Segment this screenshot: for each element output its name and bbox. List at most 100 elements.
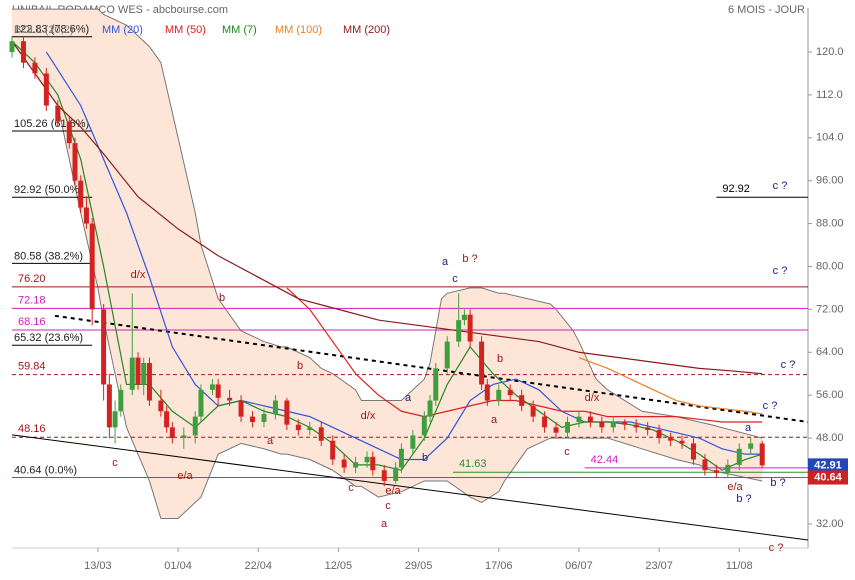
legend-item: MM (200) (343, 24, 390, 36)
candle-body (181, 435, 187, 439)
price-tag-label: 40.64 (814, 471, 842, 483)
candle-body (725, 464, 731, 473)
annotation: e/a (727, 481, 743, 493)
candle-body (83, 207, 89, 224)
candle-body (169, 427, 175, 439)
candle-body (330, 440, 336, 460)
annotation: d/x (585, 392, 600, 404)
candle-body (633, 424, 639, 428)
candle-body (467, 314, 473, 342)
annotation: b (219, 292, 225, 304)
annotation: c (452, 273, 458, 285)
legend-item: MM (100) (275, 24, 322, 36)
candle-body (341, 459, 347, 468)
candle-body (101, 309, 107, 385)
candle-body (398, 448, 404, 468)
moving-average (578, 357, 763, 415)
candle-body (587, 416, 593, 422)
annotation: c ? (763, 400, 778, 412)
y-tick-label: 32.00 (816, 518, 844, 530)
annotation: c ? (773, 180, 788, 192)
candle-body (20, 41, 26, 63)
level-label: 72.18 (18, 294, 46, 306)
candle-body (353, 462, 359, 468)
candle-body (444, 341, 450, 369)
annotation: c ? (769, 542, 784, 554)
candle-body (530, 405, 536, 417)
candle-body (146, 362, 152, 401)
level-label: 68.16 (18, 316, 46, 328)
fib-label: 122.83 (78.6%) (14, 24, 89, 36)
candle-body (576, 416, 582, 422)
fib-label: 92.92 (50.0%) (14, 184, 83, 196)
candle-body (421, 416, 427, 436)
annotation: c (348, 482, 354, 494)
candle-body (484, 384, 490, 401)
candle-body (736, 448, 742, 465)
candle-body (106, 384, 112, 428)
x-tick-label: 22/04 (244, 560, 272, 572)
candle-body (250, 416, 256, 422)
y-tick-label: 72.00 (816, 303, 844, 315)
y-tick-label: 88.00 (816, 217, 844, 229)
moving-average (11, 40, 763, 375)
candle-body (141, 362, 147, 385)
y-tick-label: 48.00 (816, 432, 844, 444)
candle-body (645, 427, 651, 431)
level-label: 92.92 (722, 183, 750, 195)
candle-body (192, 416, 198, 436)
trendline (54, 314, 809, 423)
candle-body (295, 424, 301, 431)
annotation: d/x (131, 269, 146, 281)
annotation: b (497, 353, 503, 365)
legend-item: MM (20) (102, 24, 143, 36)
candle-body (370, 456, 376, 471)
candle-body (55, 105, 61, 122)
candle-body (507, 389, 513, 396)
candle-body (72, 143, 78, 181)
trendline (11, 434, 809, 541)
candle-body (496, 389, 502, 401)
y-tick-label: 120.0 (816, 46, 844, 58)
price-tag (808, 470, 848, 485)
annotation: a (442, 256, 449, 268)
candle-body (272, 400, 278, 414)
candle-body (553, 427, 559, 433)
bollinger-lower (11, 40, 763, 520)
candle-body (227, 397, 233, 401)
candle-body (427, 400, 433, 417)
y-tick-label: 80.00 (816, 260, 844, 272)
fib-label: 65.32 (23.6%) (14, 332, 83, 344)
candle-body (433, 368, 439, 401)
annotation: a (381, 518, 388, 530)
level-label: 48.16 (18, 423, 46, 435)
candle-body (456, 320, 462, 342)
level-label: 76.20 (18, 273, 46, 285)
level-label: 42.44 (591, 454, 619, 466)
candle-body (690, 443, 696, 460)
candle-body (135, 357, 141, 385)
candle-body (198, 389, 204, 417)
bollinger-upper (12, 8, 763, 439)
y-tick-label: 96.00 (816, 175, 844, 187)
legend-item: BOLL (20,2) (14, 24, 74, 36)
candle-body (599, 421, 605, 428)
price-tag-label: 42.91 (814, 459, 842, 471)
annotation: e/a (385, 485, 401, 497)
candle-body (66, 121, 72, 144)
level-label: 41.63 (459, 458, 487, 470)
candle-body (129, 357, 135, 390)
candle-body (610, 421, 616, 428)
annotation: c (385, 500, 391, 512)
annotation: c (564, 446, 570, 458)
candle-body (261, 413, 267, 422)
annotation: a (267, 435, 274, 447)
x-tick-label: 29/05 (405, 560, 433, 572)
candle-body (89, 223, 95, 310)
candle-body (43, 73, 49, 106)
candle-body (78, 180, 84, 208)
x-tick-label: 17/06 (485, 560, 513, 572)
y-tick-label: 64.00 (816, 346, 844, 358)
annotation: a (491, 414, 498, 426)
